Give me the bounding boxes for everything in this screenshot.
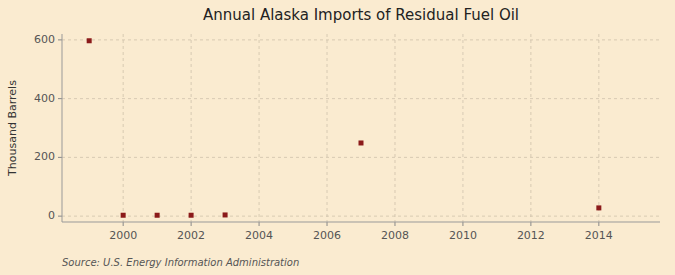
y-tick: [58, 157, 62, 158]
x-tick-label: 2008: [381, 229, 409, 242]
x-tick: [327, 222, 328, 226]
y-tick-label: 600: [34, 33, 55, 46]
point: [596, 205, 601, 210]
point: [189, 213, 194, 218]
y-axis-line: [62, 34, 63, 222]
y-tick: [58, 98, 62, 99]
x-grid-line: [598, 34, 599, 222]
chart-container: 0 200 400 600 2000 2002 2004 2006 2008 2010 2012 20…: [0, 0, 675, 275]
x-tick: [598, 222, 599, 226]
point: [87, 38, 92, 43]
x-tick: [462, 222, 463, 226]
x-grid-line: [394, 34, 395, 222]
y-tick-label: 0: [48, 209, 55, 222]
x-grid-line: [462, 34, 463, 222]
x-grid-line: [191, 34, 192, 222]
point: [155, 213, 160, 218]
x-grid-line: [259, 34, 260, 222]
axes: 0 200 400 600 2000 2002 2004 2006 2008 2010 2012 20…: [34, 33, 660, 242]
point: [359, 140, 364, 145]
x-tick: [123, 222, 124, 226]
x-tick: [191, 222, 192, 226]
y-tick: [58, 216, 62, 217]
y-grid-line: [62, 157, 660, 158]
y-grid-line: [62, 216, 660, 217]
y-grid-line: [62, 39, 660, 40]
point: [121, 213, 126, 218]
x-tick-label: 2004: [245, 229, 273, 242]
x-tick-label: 2002: [177, 229, 205, 242]
x-tick: [394, 222, 395, 226]
x-tick-label: 2014: [585, 229, 613, 242]
x-tick-label: 2012: [517, 229, 545, 242]
x-grid-line: [530, 34, 531, 222]
y-tick-label: 400: [34, 92, 55, 105]
x-tick: [530, 222, 531, 226]
chart-svg: 0 200 400 600 2000 2002 2004 2006 2008 2010 2012 20…: [0, 0, 675, 275]
y-grid-line: [62, 98, 660, 99]
x-axis-line: [62, 222, 660, 223]
x-grid-line: [123, 34, 124, 222]
x-tick: [259, 222, 260, 226]
title: Annual Alaska Imports of Residual Fuel O…: [203, 6, 519, 24]
x-tick-label: 2010: [449, 229, 477, 242]
y-tick: [58, 39, 62, 40]
source-note: Source: U.S. Energy Information Administ…: [62, 257, 299, 268]
x-tick-label: 2000: [109, 229, 137, 242]
point: [223, 212, 228, 217]
y-axis-label: Thousand Barrels: [6, 80, 19, 177]
x-tick-label: 2006: [313, 229, 341, 242]
grid: [62, 34, 660, 222]
y-tick-label: 200: [34, 150, 55, 163]
points: [87, 38, 602, 217]
x-grid-line: [327, 34, 328, 222]
